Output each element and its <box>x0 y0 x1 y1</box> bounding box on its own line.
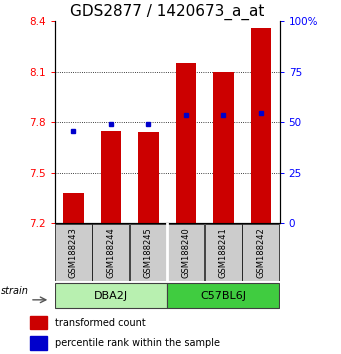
Text: GSM188243: GSM188243 <box>69 227 78 278</box>
Bar <box>130 224 167 281</box>
Bar <box>92 224 129 281</box>
Bar <box>213 72 234 223</box>
Bar <box>55 224 92 281</box>
Bar <box>138 132 159 223</box>
Text: DBA2J: DBA2J <box>94 291 128 301</box>
Bar <box>251 28 271 223</box>
Text: GSM188240: GSM188240 <box>181 227 190 278</box>
Bar <box>63 193 84 223</box>
Bar <box>30 336 47 350</box>
Text: GSM188241: GSM188241 <box>219 227 228 278</box>
Text: percentile rank within the sample: percentile rank within the sample <box>55 338 220 348</box>
Bar <box>242 224 279 281</box>
Bar <box>176 63 196 223</box>
Text: transformed count: transformed count <box>55 318 146 327</box>
Bar <box>30 316 47 329</box>
Title: GDS2877 / 1420673_a_at: GDS2877 / 1420673_a_at <box>70 4 264 20</box>
Text: GSM188242: GSM188242 <box>256 227 265 278</box>
Text: C57BL6J: C57BL6J <box>201 291 246 301</box>
Text: strain: strain <box>1 286 29 296</box>
Bar <box>205 224 242 281</box>
Bar <box>55 283 167 308</box>
Bar <box>167 224 204 281</box>
Text: GSM188245: GSM188245 <box>144 227 153 278</box>
Bar <box>167 283 279 308</box>
Text: GSM188244: GSM188244 <box>106 227 115 278</box>
Bar <box>101 131 121 223</box>
